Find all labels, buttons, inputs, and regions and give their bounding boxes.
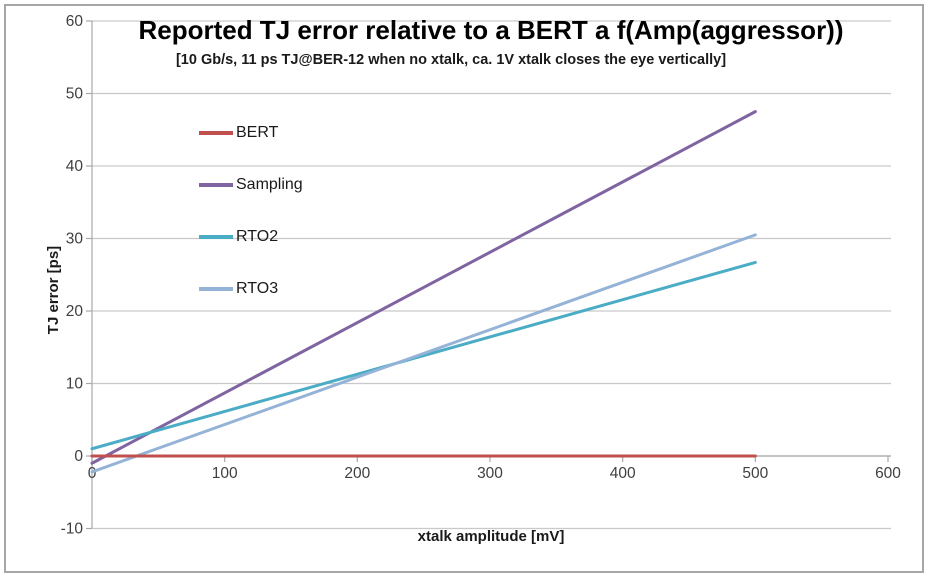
- legend-swatch-sampling: [199, 183, 233, 187]
- x-tick-label: 300: [477, 465, 503, 482]
- legend-item-rto3: RTO3: [199, 279, 278, 299]
- y-tick-label: 30: [66, 231, 84, 248]
- legend-item-sampling: Sampling: [199, 175, 303, 195]
- legend-label: RTO2: [236, 228, 279, 245]
- series-line-sampling: [90, 110, 757, 465]
- x-tick-label: 600: [875, 465, 901, 482]
- x-tick-label: 200: [344, 465, 370, 482]
- legend-item-bert: BERT: [199, 123, 278, 143]
- y-axis-title: TJ error [ps]: [45, 245, 62, 335]
- legend-swatch-rto3: [199, 287, 233, 291]
- legend-swatch-bert: [199, 131, 233, 135]
- legend-swatch-rto2: [199, 235, 233, 239]
- y-tick-label: 50: [66, 86, 84, 103]
- legend-item-rto2: RTO2: [199, 227, 278, 247]
- series-line-rto2: [90, 260, 757, 451]
- legend-label: Sampling: [236, 176, 303, 193]
- series-line-rto3: [90, 233, 757, 474]
- x-tick-label: 100: [212, 465, 238, 482]
- chart-subtitle: [10 Gb/s, 11 ps TJ@BER-12 when no xtalk,…: [175, 52, 727, 68]
- x-tick-label: 500: [742, 465, 768, 482]
- y-tick-label: 60: [66, 13, 84, 30]
- x-axis-title: xtalk amplitude [mV]: [417, 528, 565, 545]
- x-tick-label: 0: [88, 465, 97, 482]
- y-tick-label: 40: [66, 158, 84, 175]
- x-tick-label: 400: [610, 465, 636, 482]
- legend-label: RTO3: [236, 280, 279, 297]
- legend-label: BERT: [236, 124, 279, 141]
- y-tick-label: -10: [61, 521, 84, 538]
- chart-title: Reported TJ error relative to a BERT a f…: [138, 15, 844, 45]
- y-tick-label: 10: [66, 376, 84, 393]
- y-tick-label: 0: [74, 448, 83, 465]
- y-tick-label: 20: [66, 303, 84, 320]
